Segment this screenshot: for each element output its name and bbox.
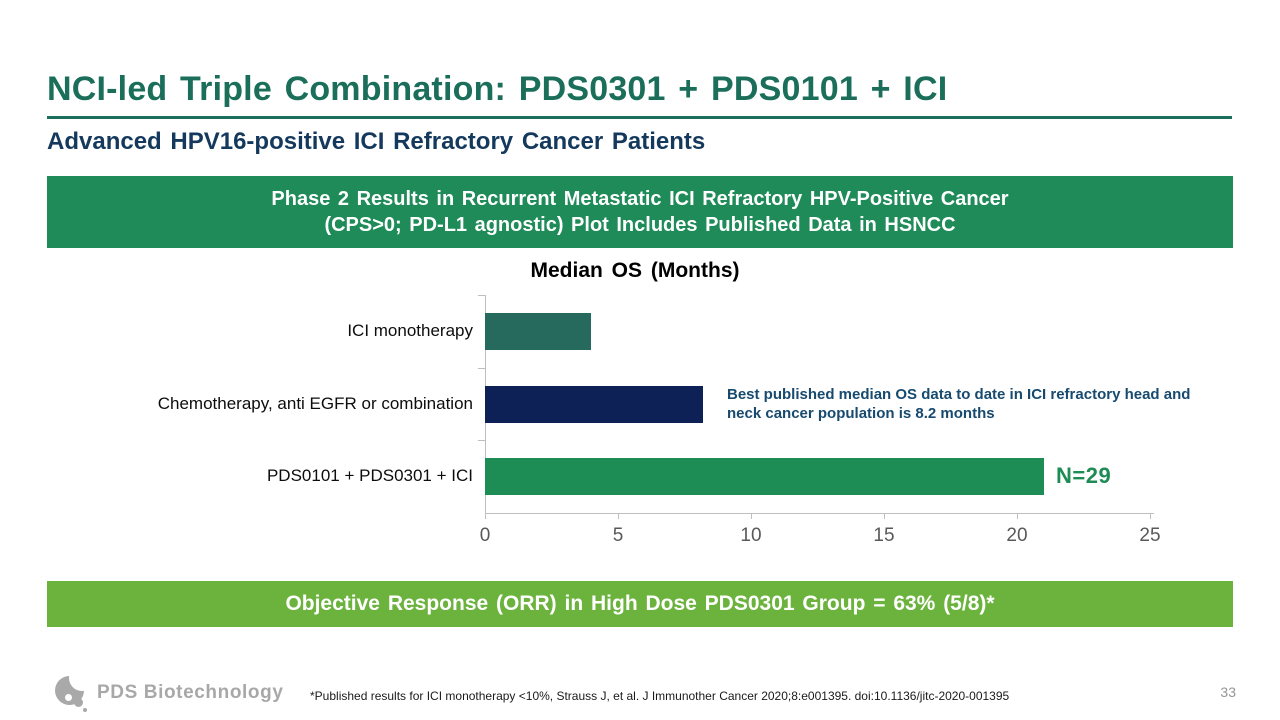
banner-line-1: Phase 2 Results in Recurrent Metastatic … bbox=[271, 188, 1009, 210]
category-axis-line bbox=[485, 513, 1154, 514]
x-axis-tick bbox=[1017, 513, 1018, 519]
bar-2 bbox=[485, 385, 704, 423]
logo-text: PDS Biotechnology bbox=[97, 682, 284, 703]
x-axis-tick-label: 0 bbox=[479, 525, 491, 546]
x-axis-tick-label: 5 bbox=[612, 525, 624, 546]
chart-annotation: Best published median OS data to date in… bbox=[727, 386, 1191, 422]
page-number: 33 bbox=[1220, 684, 1236, 700]
x-axis-tick bbox=[751, 513, 752, 519]
category-boundary-tick bbox=[478, 295, 485, 296]
pds-biotechnology-logo: PDS Biotechnology bbox=[45, 665, 283, 716]
bar-3 bbox=[485, 458, 1044, 496]
x-axis-tick-label: 15 bbox=[873, 525, 895, 546]
category-boundary-tick bbox=[478, 440, 485, 442]
footnote: *Published results for ICI monotherapy <… bbox=[310, 689, 1010, 703]
x-axis-tick bbox=[1150, 513, 1151, 519]
x-axis-tick bbox=[884, 513, 885, 519]
page-title: NCI-led Triple Combination: PDS0301 + PD… bbox=[47, 70, 948, 108]
chart-title: Median OS (Months) bbox=[530, 259, 740, 282]
title-underline bbox=[47, 116, 1232, 119]
pds-logo-icon bbox=[45, 665, 95, 716]
x-axis-tick bbox=[618, 513, 619, 519]
banner-line-2: (CPS>0; PD-L1 agnostic) Plot Includes Pu… bbox=[324, 214, 956, 236]
x-axis-tick-label: 20 bbox=[1006, 525, 1028, 546]
category-boundary-tick bbox=[478, 367, 485, 369]
category-label: ICI monotherapy bbox=[347, 321, 473, 340]
n-count-label: N=29 bbox=[1056, 463, 1112, 488]
phase2-results-banner: Phase 2 Results in Recurrent Metastatic … bbox=[47, 176, 1233, 248]
category-label: Chemotherapy, anti EGFR or combination bbox=[157, 393, 473, 413]
x-axis-tick-label: 10 bbox=[740, 525, 762, 546]
bar-1 bbox=[485, 312, 592, 350]
orr-banner: Objective Response (ORR) in High Dose PD… bbox=[47, 581, 1233, 627]
x-axis-tick-label: 25 bbox=[1139, 525, 1161, 546]
page-subtitle: Advanced HPV16-positive ICI Refractory C… bbox=[47, 128, 706, 155]
category-label: PDS0101 + PDS0301 + ICI bbox=[266, 466, 473, 486]
x-axis-tick bbox=[485, 513, 486, 519]
